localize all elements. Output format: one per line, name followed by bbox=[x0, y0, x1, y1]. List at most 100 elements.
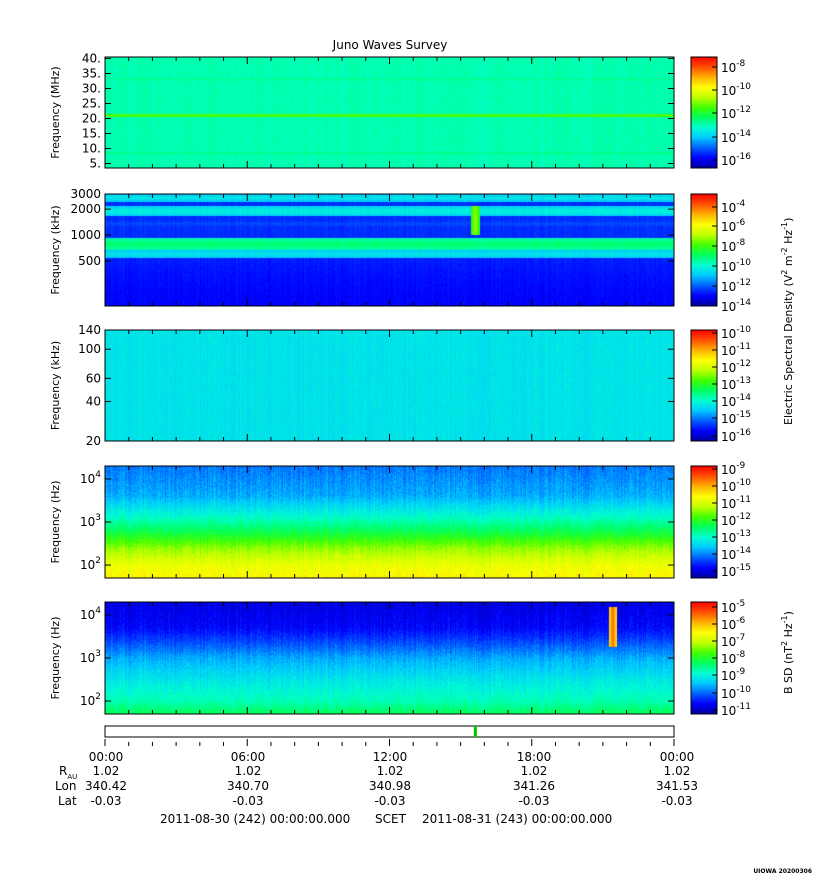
colorbar-tick-exp: -10 bbox=[736, 478, 751, 488]
y-tick-label: 100 bbox=[78, 342, 101, 356]
colorbar-tick-base: 10 bbox=[721, 154, 736, 168]
colorbar-tick-label: 10-11 bbox=[721, 342, 751, 358]
colorbar-tick-exp: -14 bbox=[736, 393, 751, 403]
colorbar-tick-label: 10-8 bbox=[721, 238, 746, 254]
colorbar-tick-base: 10 bbox=[721, 61, 736, 75]
colorbar-tick-exp: -6 bbox=[736, 218, 745, 228]
colorbar-tick-base: 10 bbox=[721, 669, 736, 683]
colorbar-tick-label: 10-11 bbox=[721, 702, 751, 718]
y-tick-base: 10 bbox=[80, 651, 95, 665]
colorbar-tick-base: 10 bbox=[721, 131, 736, 145]
colorbar-tick-base: 10 bbox=[721, 378, 736, 392]
y-tick-label: 3000 bbox=[70, 187, 101, 201]
colorbar-scale bbox=[691, 194, 717, 306]
colorbar-tick-exp: -12 bbox=[736, 359, 751, 369]
colorbar-tick-exp: -12 bbox=[736, 512, 751, 522]
ephemeris-lat: -0.03 bbox=[661, 794, 692, 808]
colorbar-tick-label: 10-11 bbox=[721, 495, 751, 511]
row-label-rau-main: R bbox=[59, 764, 67, 778]
y-axis-label: Frequency (kHz) bbox=[49, 205, 62, 294]
y-tick-label: 10. bbox=[82, 142, 101, 156]
spectrogram-4 bbox=[105, 466, 674, 578]
time-strip bbox=[104, 725, 675, 738]
colorbar-tick-base: 10 bbox=[721, 704, 736, 718]
spectrogram-3 bbox=[105, 330, 674, 441]
colorbar-tick-label: 10-14 bbox=[721, 546, 751, 562]
ephemeris-lon: 340.98 bbox=[369, 779, 411, 793]
colorbar-tick-base: 10 bbox=[721, 412, 736, 426]
colorbar-tick-exp: -15 bbox=[736, 563, 751, 573]
colorbar-label-electric-hz: Hz bbox=[782, 230, 795, 248]
colorbar-tick-label: 10-15 bbox=[721, 410, 751, 426]
colorbar-label-electric-mid: m bbox=[782, 255, 795, 269]
colorbar-tick-exp: -12 bbox=[736, 278, 751, 288]
colorbar-tick-base: 10 bbox=[721, 201, 736, 215]
colorbar-tick-label: 10-12 bbox=[721, 512, 751, 528]
colorbar-tick-base: 10 bbox=[721, 565, 736, 579]
colorbar-tick-label: 10-10 bbox=[721, 82, 751, 98]
y-axis-label: Frequency (MHz) bbox=[49, 66, 62, 158]
ephemeris-lon: 341.53 bbox=[656, 779, 698, 793]
y-tick-label: 5. bbox=[90, 157, 101, 171]
colorbar-label-b-end: ) bbox=[782, 611, 795, 615]
colorbar-tick-base: 10 bbox=[721, 280, 736, 294]
colorbar-tick-exp: -11 bbox=[736, 495, 751, 505]
row-label-rau: RAU bbox=[59, 764, 77, 781]
y-tick-label: 15. bbox=[82, 127, 101, 141]
ephemeris-rau: 1.02 bbox=[377, 764, 404, 778]
colorbar-tick-base: 10 bbox=[721, 652, 736, 666]
version-stamp: UIOWA 20200306 bbox=[753, 868, 812, 875]
colorbar-label-b-sup2: -1 bbox=[780, 615, 789, 623]
ephemeris-lat: -0.03 bbox=[374, 794, 405, 808]
colorbar-tick-label: 10-5 bbox=[721, 599, 745, 615]
y-tick-label: 102 bbox=[80, 692, 101, 708]
footer-end: 2011-08-31 (243) 00:00:00.000 bbox=[422, 812, 612, 826]
colorbar-label-electric-sup1: 2 bbox=[780, 270, 789, 275]
colorbar-tick-label: 10-6 bbox=[721, 218, 746, 234]
colorbar-tick-base: 10 bbox=[721, 480, 736, 494]
colorbar-tick-base: 10 bbox=[721, 514, 736, 528]
colorbar-tick-base: 10 bbox=[721, 220, 736, 234]
y-tick-label: 25. bbox=[82, 97, 101, 111]
y-axis-label: Frequency (Hz) bbox=[49, 481, 62, 564]
colorbar-tick-exp: -8 bbox=[736, 59, 745, 69]
colorbar-tick-label: 10-6 bbox=[721, 616, 746, 632]
colorbar-tick-exp: -10 bbox=[736, 685, 751, 695]
colorbar-tick-exp: -9 bbox=[736, 461, 745, 471]
colorbar-tick-base: 10 bbox=[721, 344, 736, 358]
y-tick-base: 10 bbox=[80, 515, 95, 529]
colorbar-label-b: B SD (nT2 Hz-1) bbox=[780, 611, 795, 694]
colorbar-tick-base: 10 bbox=[721, 497, 736, 511]
y-tick-label: 102 bbox=[80, 556, 101, 572]
y-tick-label: 30. bbox=[82, 82, 101, 96]
colorbar-tick-base: 10 bbox=[721, 531, 736, 545]
colorbar-tick-label: 10-8 bbox=[721, 59, 746, 75]
colorbar-tick-label: 10-13 bbox=[721, 529, 751, 545]
ephemeris-rau: 1.02 bbox=[93, 764, 120, 778]
colorbar-tick-base: 10 bbox=[721, 548, 736, 562]
colorbar-tick-exp: -10 bbox=[736, 325, 751, 335]
colorbar-scale bbox=[691, 466, 717, 578]
ephemeris-times: 18:00 bbox=[517, 750, 552, 764]
colorbar-tick-exp: -16 bbox=[736, 152, 751, 162]
y-tick-exp: 2 bbox=[95, 556, 101, 566]
colorbar-tick-base: 10 bbox=[721, 327, 736, 341]
colorbar-tick-exp: -12 bbox=[736, 105, 751, 115]
ephemeris-lon: 341.26 bbox=[513, 779, 555, 793]
colorbar-tick-exp: -14 bbox=[736, 129, 751, 139]
colorbar-tick-label: 10-9 bbox=[721, 667, 746, 683]
row-label-lon: Lon bbox=[55, 779, 76, 793]
ephemeris-rau: 1.02 bbox=[235, 764, 262, 778]
y-tick-base: 10 bbox=[80, 558, 95, 572]
y-tick-exp: 3 bbox=[95, 649, 101, 659]
spectrogram-2 bbox=[105, 194, 674, 306]
y-tick-label: 104 bbox=[80, 470, 101, 486]
y-tick-label: 20 bbox=[86, 434, 101, 448]
colorbar-tick-label: 10-10 bbox=[721, 685, 751, 701]
